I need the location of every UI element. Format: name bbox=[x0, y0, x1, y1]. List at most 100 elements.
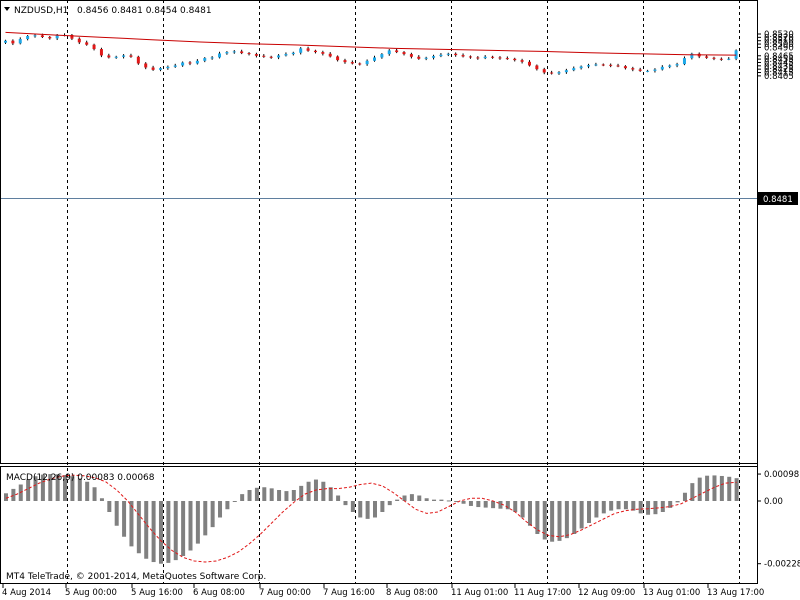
histogram-bar bbox=[291, 490, 296, 501]
histogram-bar bbox=[262, 487, 267, 501]
symbol-label: NZDUSD,H1 bbox=[14, 6, 68, 16]
moving-average-line bbox=[5, 31, 737, 56]
candle bbox=[712, 56, 716, 61]
candle bbox=[114, 55, 118, 59]
candle bbox=[675, 62, 679, 68]
histogram-bar bbox=[299, 485, 304, 501]
time-tick-label: 11 Aug 17:00 bbox=[514, 588, 571, 598]
histogram-bar bbox=[63, 475, 68, 501]
histogram-bar bbox=[550, 501, 555, 542]
histogram-bar bbox=[373, 501, 377, 518]
histogram-bar bbox=[129, 501, 134, 547]
histogram-bar bbox=[564, 501, 569, 539]
candle bbox=[424, 56, 428, 61]
histogram-bar bbox=[55, 474, 60, 501]
histogram-bar bbox=[579, 501, 584, 529]
candle bbox=[646, 69, 650, 73]
time-tick-label: 13 Aug 17:00 bbox=[707, 588, 764, 598]
histogram-bar bbox=[240, 494, 245, 501]
histogram-bar bbox=[77, 478, 82, 501]
candle bbox=[432, 54, 436, 60]
histogram-bar bbox=[491, 501, 496, 509]
histogram-bar bbox=[609, 501, 614, 511]
candle bbox=[173, 63, 177, 68]
histogram-bar bbox=[483, 501, 488, 508]
candle bbox=[358, 62, 362, 66]
price-tick-label: 0.8425 bbox=[764, 65, 794, 75]
vertical-grid bbox=[67, 0, 740, 584]
candle bbox=[557, 71, 561, 75]
candle bbox=[705, 54, 709, 59]
histogram-bar bbox=[144, 501, 149, 559]
candle bbox=[299, 47, 303, 55]
candle bbox=[520, 58, 524, 64]
histogram-bar bbox=[631, 501, 636, 511]
current-price-label: 0.8481 bbox=[763, 195, 793, 205]
candle bbox=[350, 60, 354, 65]
histogram-bar bbox=[697, 477, 702, 501]
candle bbox=[85, 40, 89, 46]
candle bbox=[77, 37, 81, 45]
histogram-bar bbox=[476, 501, 481, 508]
candle bbox=[291, 51, 295, 56]
histogram-bar bbox=[690, 483, 695, 501]
candle bbox=[277, 54, 281, 60]
price-tick-label: 0.8510 bbox=[764, 37, 794, 47]
candle bbox=[468, 55, 472, 59]
candle bbox=[727, 57, 731, 61]
histogram-bar bbox=[668, 501, 673, 508]
histogram-bar bbox=[195, 501, 200, 544]
time-tick-label: 12 Aug 09:00 bbox=[578, 588, 635, 598]
candle bbox=[107, 53, 111, 59]
candle bbox=[225, 51, 229, 55]
candle bbox=[11, 39, 15, 46]
histogram-bar bbox=[158, 501, 163, 564]
histogram-bar bbox=[4, 493, 8, 501]
histogram-bar bbox=[646, 501, 651, 515]
histogram-bar bbox=[92, 487, 97, 501]
histogram-bar bbox=[277, 490, 282, 501]
histogram-bar bbox=[535, 501, 540, 534]
price-tick-label: 0.8435 bbox=[764, 62, 794, 72]
histogram-bar bbox=[498, 501, 503, 509]
histogram-bar bbox=[468, 501, 473, 506]
triangle-down-icon[interactable] bbox=[4, 7, 10, 11]
candle bbox=[594, 62, 598, 67]
candle bbox=[579, 65, 583, 70]
histogram-bar bbox=[557, 501, 562, 541]
histogram-bar bbox=[107, 501, 112, 512]
macd-tick-label: -0.00228 bbox=[764, 560, 800, 570]
histogram-bar bbox=[660, 501, 665, 512]
candle bbox=[527, 60, 531, 67]
histogram-bar bbox=[623, 501, 628, 510]
time-tick-label: 5 Aug 00:00 bbox=[65, 588, 117, 598]
histogram-bar bbox=[675, 501, 680, 503]
time-tick-label: 7 Aug 00:00 bbox=[259, 588, 311, 598]
candle bbox=[550, 70, 554, 75]
time-axis: 4 Aug 2014 5 Aug 00:00 5 Aug 16:00 6 Aug 08… bbox=[2, 584, 764, 598]
macd-label: MACD(12,26,9) 0.00083 0.00068 bbox=[6, 473, 155, 483]
candle bbox=[92, 43, 96, 51]
histogram-bar bbox=[218, 501, 223, 518]
histogram-bar bbox=[181, 501, 186, 556]
ohlc-values: 0.8456 0.8481 0.8454 0.8481 bbox=[77, 6, 212, 16]
histogram-bar bbox=[572, 501, 577, 534]
candle bbox=[33, 34, 37, 38]
current-price-marker: 0.8481 bbox=[758, 192, 798, 205]
histogram-bar bbox=[594, 501, 599, 518]
candle bbox=[158, 67, 162, 72]
macd-signal-line bbox=[5, 474, 737, 563]
histogram-bar bbox=[269, 488, 274, 501]
histogram-bar bbox=[328, 487, 333, 501]
time-tick-label: 13 Aug 01:00 bbox=[643, 588, 700, 598]
histogram-bar bbox=[166, 501, 171, 563]
histogram-bar bbox=[439, 499, 444, 501]
histogram-bar bbox=[306, 481, 311, 501]
candle bbox=[395, 48, 399, 54]
candle bbox=[373, 55, 376, 62]
time-tick-label: 6 Aug 08:00 bbox=[193, 588, 245, 598]
candle bbox=[26, 35, 30, 41]
histogram-bar bbox=[395, 499, 400, 501]
candle bbox=[439, 53, 443, 58]
